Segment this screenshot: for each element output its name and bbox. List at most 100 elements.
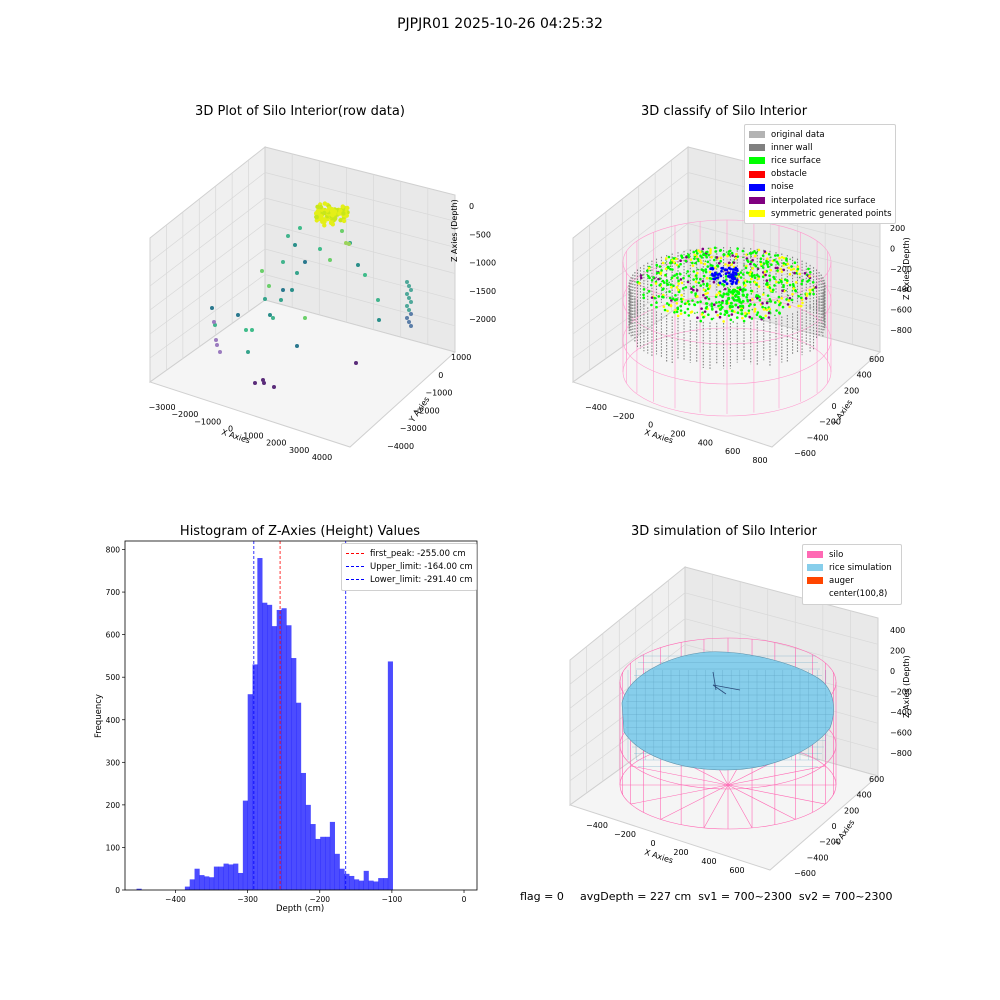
classified-point (711, 308, 714, 311)
classified-point (718, 315, 722, 319)
data-point (340, 229, 344, 233)
classified-point (782, 261, 786, 265)
histogram-bar (228, 864, 234, 890)
classified-point (739, 288, 742, 291)
classify-y-tick-label: −600 (794, 449, 816, 458)
data-point (303, 260, 307, 264)
simulation-z-tick-label: 400 (890, 626, 905, 635)
classified-point (769, 268, 773, 272)
data-point (363, 273, 367, 277)
simulation-z-tick-label: −600 (890, 729, 912, 738)
data-point (377, 318, 381, 322)
classified-point (792, 287, 796, 290)
histogram-x-tick-label: −300 (237, 895, 258, 904)
silo-floor-spoke (727, 784, 753, 829)
classified-point (703, 310, 707, 313)
histogram-bar (363, 870, 369, 890)
legend-label: Lower_limit: -291.40 cm (370, 574, 473, 585)
classified-point (696, 252, 699, 255)
classified-point (768, 300, 771, 303)
legend-item-silo: silo (807, 548, 897, 561)
noise-point (735, 279, 739, 282)
classified-point (722, 320, 725, 323)
rice-surface-point (730, 305, 734, 309)
classified-point (652, 276, 655, 279)
histogram-y-tick-label: 100 (106, 843, 121, 852)
data-point (341, 218, 347, 224)
classified-point (668, 281, 671, 284)
histogram-bar (209, 877, 215, 890)
data-point (281, 260, 285, 264)
classified-point (668, 261, 672, 265)
classified-point (697, 281, 701, 285)
classified-point (647, 274, 650, 278)
classified-point (733, 259, 736, 261)
classified-point (759, 262, 763, 266)
classified-point (800, 279, 804, 283)
histogram-bar (358, 880, 364, 890)
data-point (330, 222, 336, 227)
classify-z-tick-label: −400 (890, 285, 912, 294)
rice-surface-point (730, 309, 734, 313)
legend-swatch (807, 577, 823, 585)
classify-y-tick-label: 200 (844, 386, 859, 395)
auger-axis-marker (712, 684, 727, 695)
classified-point (727, 286, 729, 289)
classified-point (680, 293, 683, 297)
classified-point (685, 255, 688, 259)
classified-point (799, 304, 803, 308)
classified-point (665, 282, 669, 285)
legend-item-center: center(100,8) (807, 588, 897, 601)
raw-x-tick-label: 0 (228, 424, 233, 433)
classified-point (710, 317, 714, 321)
raw-x-tick-label: −2000 (171, 410, 198, 419)
legend-label: auger (829, 575, 854, 586)
legend-label: original data (771, 129, 825, 140)
classified-point (766, 294, 770, 297)
rice-surface-point (725, 301, 729, 305)
data-point (405, 304, 409, 308)
classified-point (687, 302, 691, 306)
classified-point (677, 265, 681, 268)
data-point (250, 328, 254, 332)
legend-item-symmetric-generated-points: symmetric generated points (749, 207, 892, 220)
classified-point (699, 259, 702, 262)
grid-line (687, 223, 881, 274)
data-point (271, 316, 275, 320)
classified-point (677, 282, 680, 286)
classified-point (702, 293, 705, 297)
noise-point (729, 279, 733, 283)
classified-point (766, 265, 770, 269)
classified-point (782, 268, 786, 272)
classified-point (696, 271, 699, 275)
classified-point (671, 268, 674, 271)
raw-z-tick-label: −2000 (469, 315, 496, 324)
classified-point (704, 302, 708, 305)
classified-point (747, 309, 751, 312)
classified-point (715, 301, 718, 304)
histogram-y-tick-label: 0 (115, 886, 120, 895)
classified-point (660, 269, 663, 272)
classified-point (715, 256, 719, 259)
classified-point (717, 304, 720, 308)
data-point (409, 324, 413, 328)
histogram-bar (378, 878, 384, 890)
histogram-x-tick-label: −200 (309, 895, 330, 904)
silo-floor-spoke (630, 784, 729, 805)
classified-point (768, 286, 772, 290)
legend-label: first_peak: -255.00 cm (370, 548, 466, 559)
auger-axis-marker (712, 684, 741, 691)
simulation-legend: silo rice simulation auger center(100,8) (802, 544, 902, 605)
grid-line (264, 223, 456, 274)
classified-point (642, 296, 646, 300)
classified-point (805, 294, 809, 297)
classified-point (691, 299, 694, 302)
histogram-bar (281, 608, 287, 890)
classified-point (686, 252, 689, 255)
classified-point (789, 268, 793, 271)
rice-surface-point (731, 296, 735, 300)
footer-stats: avgDepth = 227 cm sv1 = 700~2300 sv2 = 7… (580, 890, 893, 903)
classified-point (671, 258, 674, 262)
classified-point (687, 255, 690, 259)
raw-x-tick-label: 3000 (289, 446, 309, 455)
